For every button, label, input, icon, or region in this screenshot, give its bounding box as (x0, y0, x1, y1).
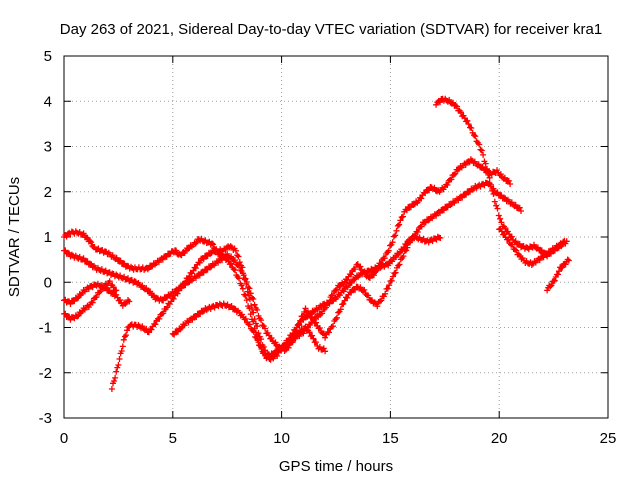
series-arc-1 (61, 156, 514, 359)
series-markers (61, 280, 133, 309)
y-tick-label: -3 (39, 410, 52, 427)
series-markers (61, 156, 514, 359)
x-tick-label: 0 (60, 430, 68, 447)
x-tick-label: 10 (273, 430, 290, 447)
y-axis-tick-labels: -3 -2 -1 0 1 2 3 4 5 (39, 48, 52, 427)
series-arc-8 (496, 225, 568, 268)
x-tick-label: 5 (169, 430, 177, 447)
series-markers (544, 256, 572, 294)
data-series (61, 95, 572, 392)
series-arc-6 (169, 233, 444, 363)
y-tick-label: 4 (44, 93, 52, 110)
y-tick-label: 5 (44, 48, 52, 65)
x-tick-label: 15 (382, 430, 399, 447)
y-tick-label: 0 (44, 274, 52, 291)
series-markers (169, 233, 444, 363)
series-arc-4 (61, 280, 133, 309)
series-markers (61, 179, 524, 354)
grid-lines (64, 56, 608, 418)
y-tick-label: 3 (44, 139, 52, 156)
series-arc-9 (544, 256, 572, 294)
series-arc-2 (61, 179, 524, 354)
x-tick-label: 25 (600, 430, 617, 447)
series-markers (496, 225, 568, 268)
axis-ticks (63, 55, 609, 419)
chart-title: Day 263 of 2021, Sidereal Day-to-day VTE… (60, 21, 602, 38)
x-axis-label: GPS time / hours (279, 458, 393, 475)
y-tick-label: -1 (39, 320, 52, 337)
x-tick-label: 20 (491, 430, 508, 447)
x-axis-tick-labels: 0 5 10 15 20 25 (60, 430, 617, 447)
y-axis-label: SDTVAR / TECUs (6, 177, 23, 297)
y-tick-label: 2 (44, 184, 52, 201)
y-tick-label: -2 (39, 365, 52, 382)
y-tick-label: 1 (44, 229, 52, 246)
